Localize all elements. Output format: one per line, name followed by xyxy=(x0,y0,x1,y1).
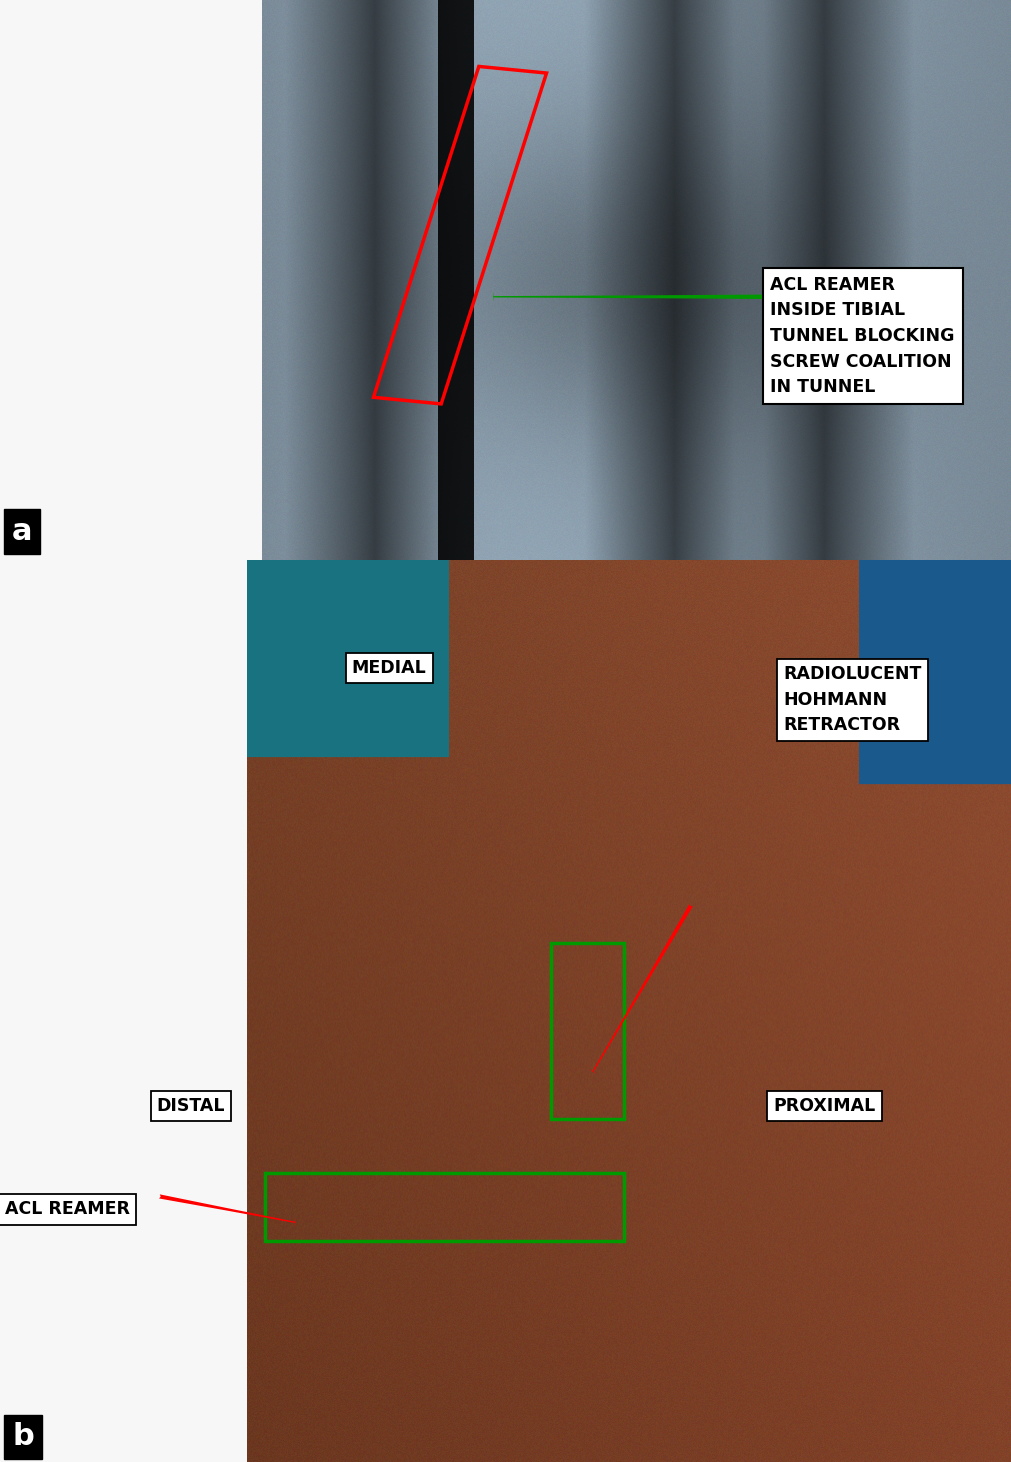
Text: RADIOLUCENT
HOHMANN
RETRACTOR: RADIOLUCENT HOHMANN RETRACTOR xyxy=(784,665,922,734)
Text: b: b xyxy=(12,1423,34,1452)
Text: PROXIMAL: PROXIMAL xyxy=(773,1096,876,1114)
Bar xyxy=(551,943,624,1120)
Text: a: a xyxy=(12,518,32,545)
Text: ACL REAMER
INSIDE TIBIAL
TUNNEL BLOCKING
SCREW COALITION
IN TUNNEL: ACL REAMER INSIDE TIBIAL TUNNEL BLOCKING… xyxy=(770,275,954,396)
Text: DISTAL: DISTAL xyxy=(157,1096,225,1114)
Text: ACL REAMER: ACL REAMER xyxy=(5,1200,130,1218)
Text: MEDIAL: MEDIAL xyxy=(352,659,427,677)
Bar xyxy=(265,1174,624,1241)
